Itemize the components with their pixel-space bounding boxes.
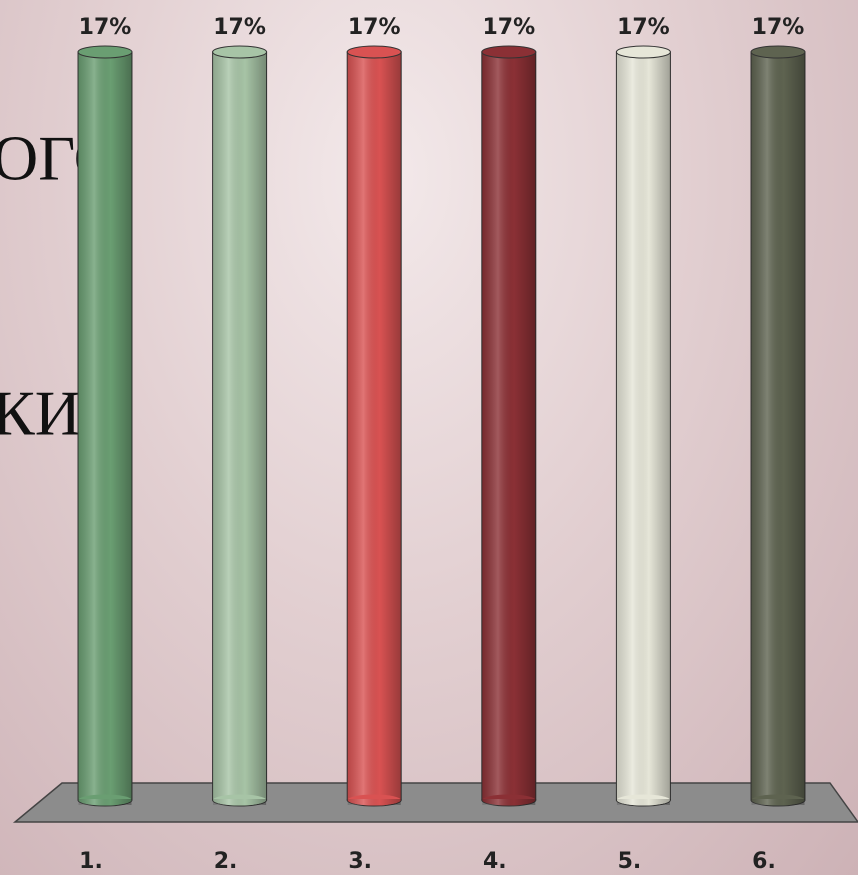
bar-top [750, 45, 806, 59]
bar-shade [347, 52, 402, 800]
bar-shade [481, 52, 536, 800]
bar-shade [482, 799, 536, 805]
value-label: 17% [79, 15, 132, 40]
value-label: 17% [348, 15, 401, 40]
value-label: 17% [213, 15, 266, 40]
bar-top [77, 45, 133, 59]
bar-shade [347, 799, 401, 805]
bar-shade [78, 52, 132, 800]
value-label: 17% [482, 15, 535, 40]
bar-top [481, 45, 537, 59]
x-tick-label: 3. [348, 849, 372, 874]
bar-top [346, 45, 402, 59]
background-text: КИ [0, 378, 81, 449]
bar-shade [212, 52, 267, 800]
floor [12, 782, 858, 823]
bar-shade [616, 799, 670, 805]
x-tick-label: 1. [79, 849, 103, 874]
bar-shade [751, 799, 805, 805]
bar-shade [78, 799, 132, 805]
x-tick-label: 2. [214, 849, 238, 874]
bar-shade [616, 52, 671, 800]
x-tick-label: 4. [483, 849, 507, 874]
bar-top [615, 45, 671, 59]
value-label: 17% [617, 15, 670, 40]
bar-shade [751, 52, 805, 800]
value-label: 17% [752, 15, 805, 40]
x-tick-label: 5. [618, 849, 642, 874]
bar-top [212, 45, 268, 59]
bar-shade [213, 799, 267, 805]
x-tick-label: 6. [752, 849, 776, 874]
